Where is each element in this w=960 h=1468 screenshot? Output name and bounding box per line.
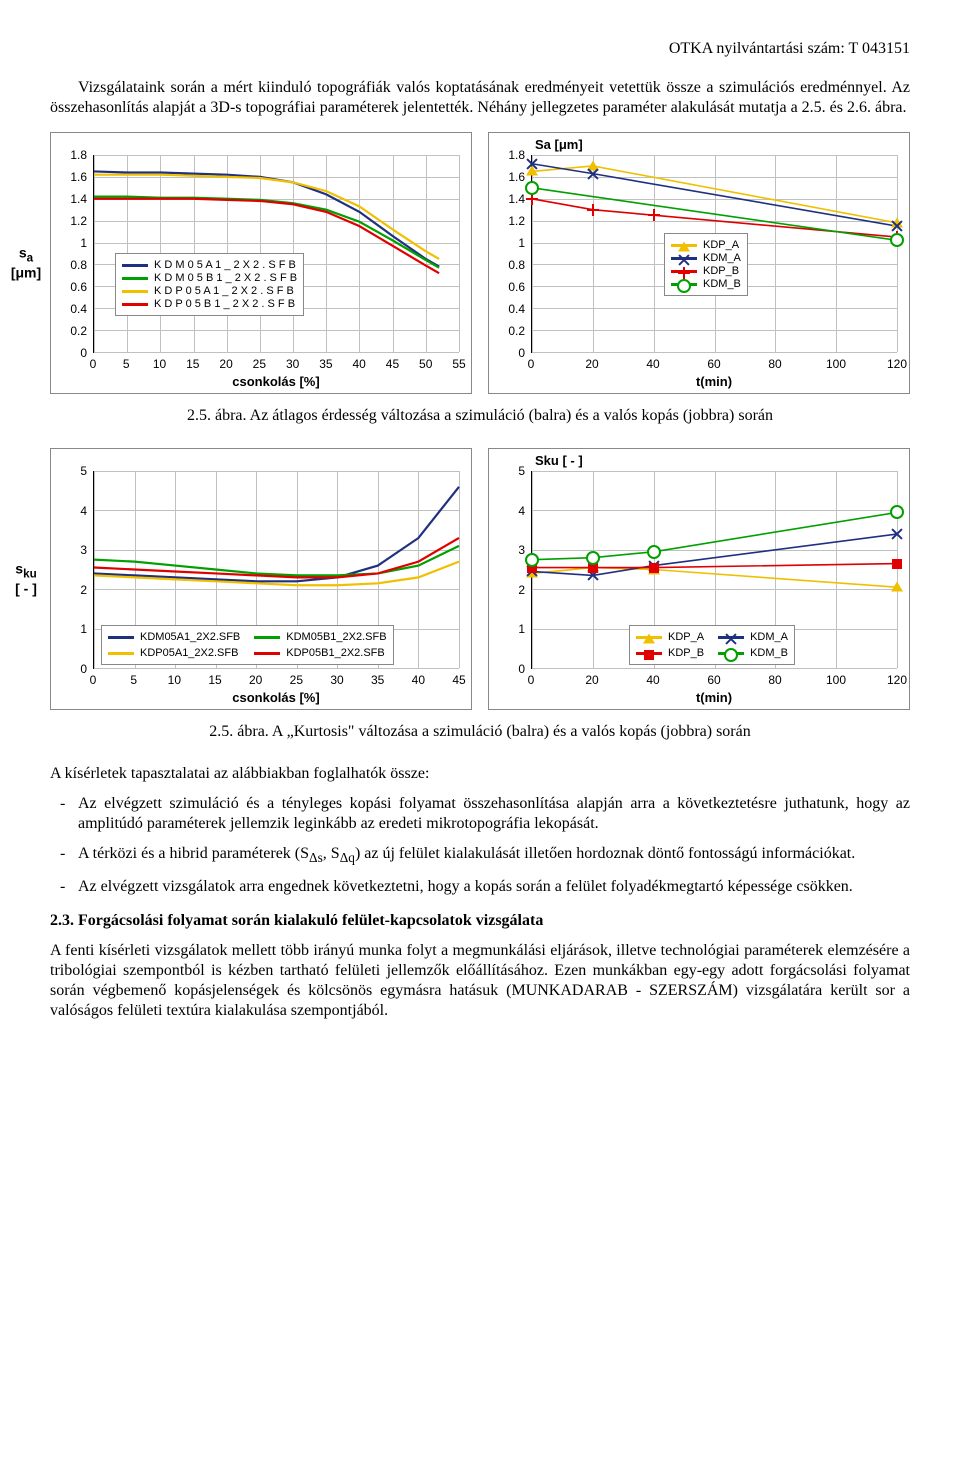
intro-paragraph: Vizsgálataink során a mért kiinduló topo… [50, 78, 910, 118]
caption-25: 2.5. ábra. Az átlagos érdesség változása… [50, 406, 910, 426]
charts-row-sa: sa[μm] 00.20.40.60.811.21.41.61.80510152… [50, 132, 910, 394]
section-23-body: A fenti kísérleti vizsgálatok mellett tö… [50, 941, 910, 1021]
header-id: OTKA nyilvántartási szám: T 043151 [50, 40, 910, 58]
chart1-y-title: sa[μm] [6, 245, 46, 280]
caption-26: 2.5. ábra. A „Kurtosis" változása a szim… [50, 722, 910, 742]
chart-sa-real: 00.20.40.60.811.21.41.61.802040608010012… [488, 132, 910, 394]
chart-sa-sim: 00.20.40.60.811.21.41.61.805101520253035… [50, 132, 472, 394]
bullet-2: A térközi és a hibrid paraméterek (SΔs, … [78, 844, 910, 867]
chart-sku-real: 012345020406080100120t(min)Sku [ - ]KDP_… [488, 448, 910, 710]
conclusions-intro: A kísérletek tapasztalatai az alábbiakba… [50, 764, 910, 784]
chart-sku-sim: 012345051015202530354045csonkolás [%]KDM… [50, 448, 472, 710]
section-23-title: 2.3. Forgácsolási folyamat során kialaku… [50, 911, 910, 931]
bullet-3: Az elvégzett vizsgálatok arra engednek k… [78, 877, 910, 897]
bullet-1: Az elvégzett szimuláció és a tényleges k… [78, 794, 910, 834]
charts-row-sku: sku[ - ] 012345051015202530354045csonkol… [50, 448, 910, 710]
chart3-y-title: sku[ - ] [6, 561, 46, 596]
conclusions-list: Az elvégzett szimuláció és a tényleges k… [50, 794, 910, 897]
